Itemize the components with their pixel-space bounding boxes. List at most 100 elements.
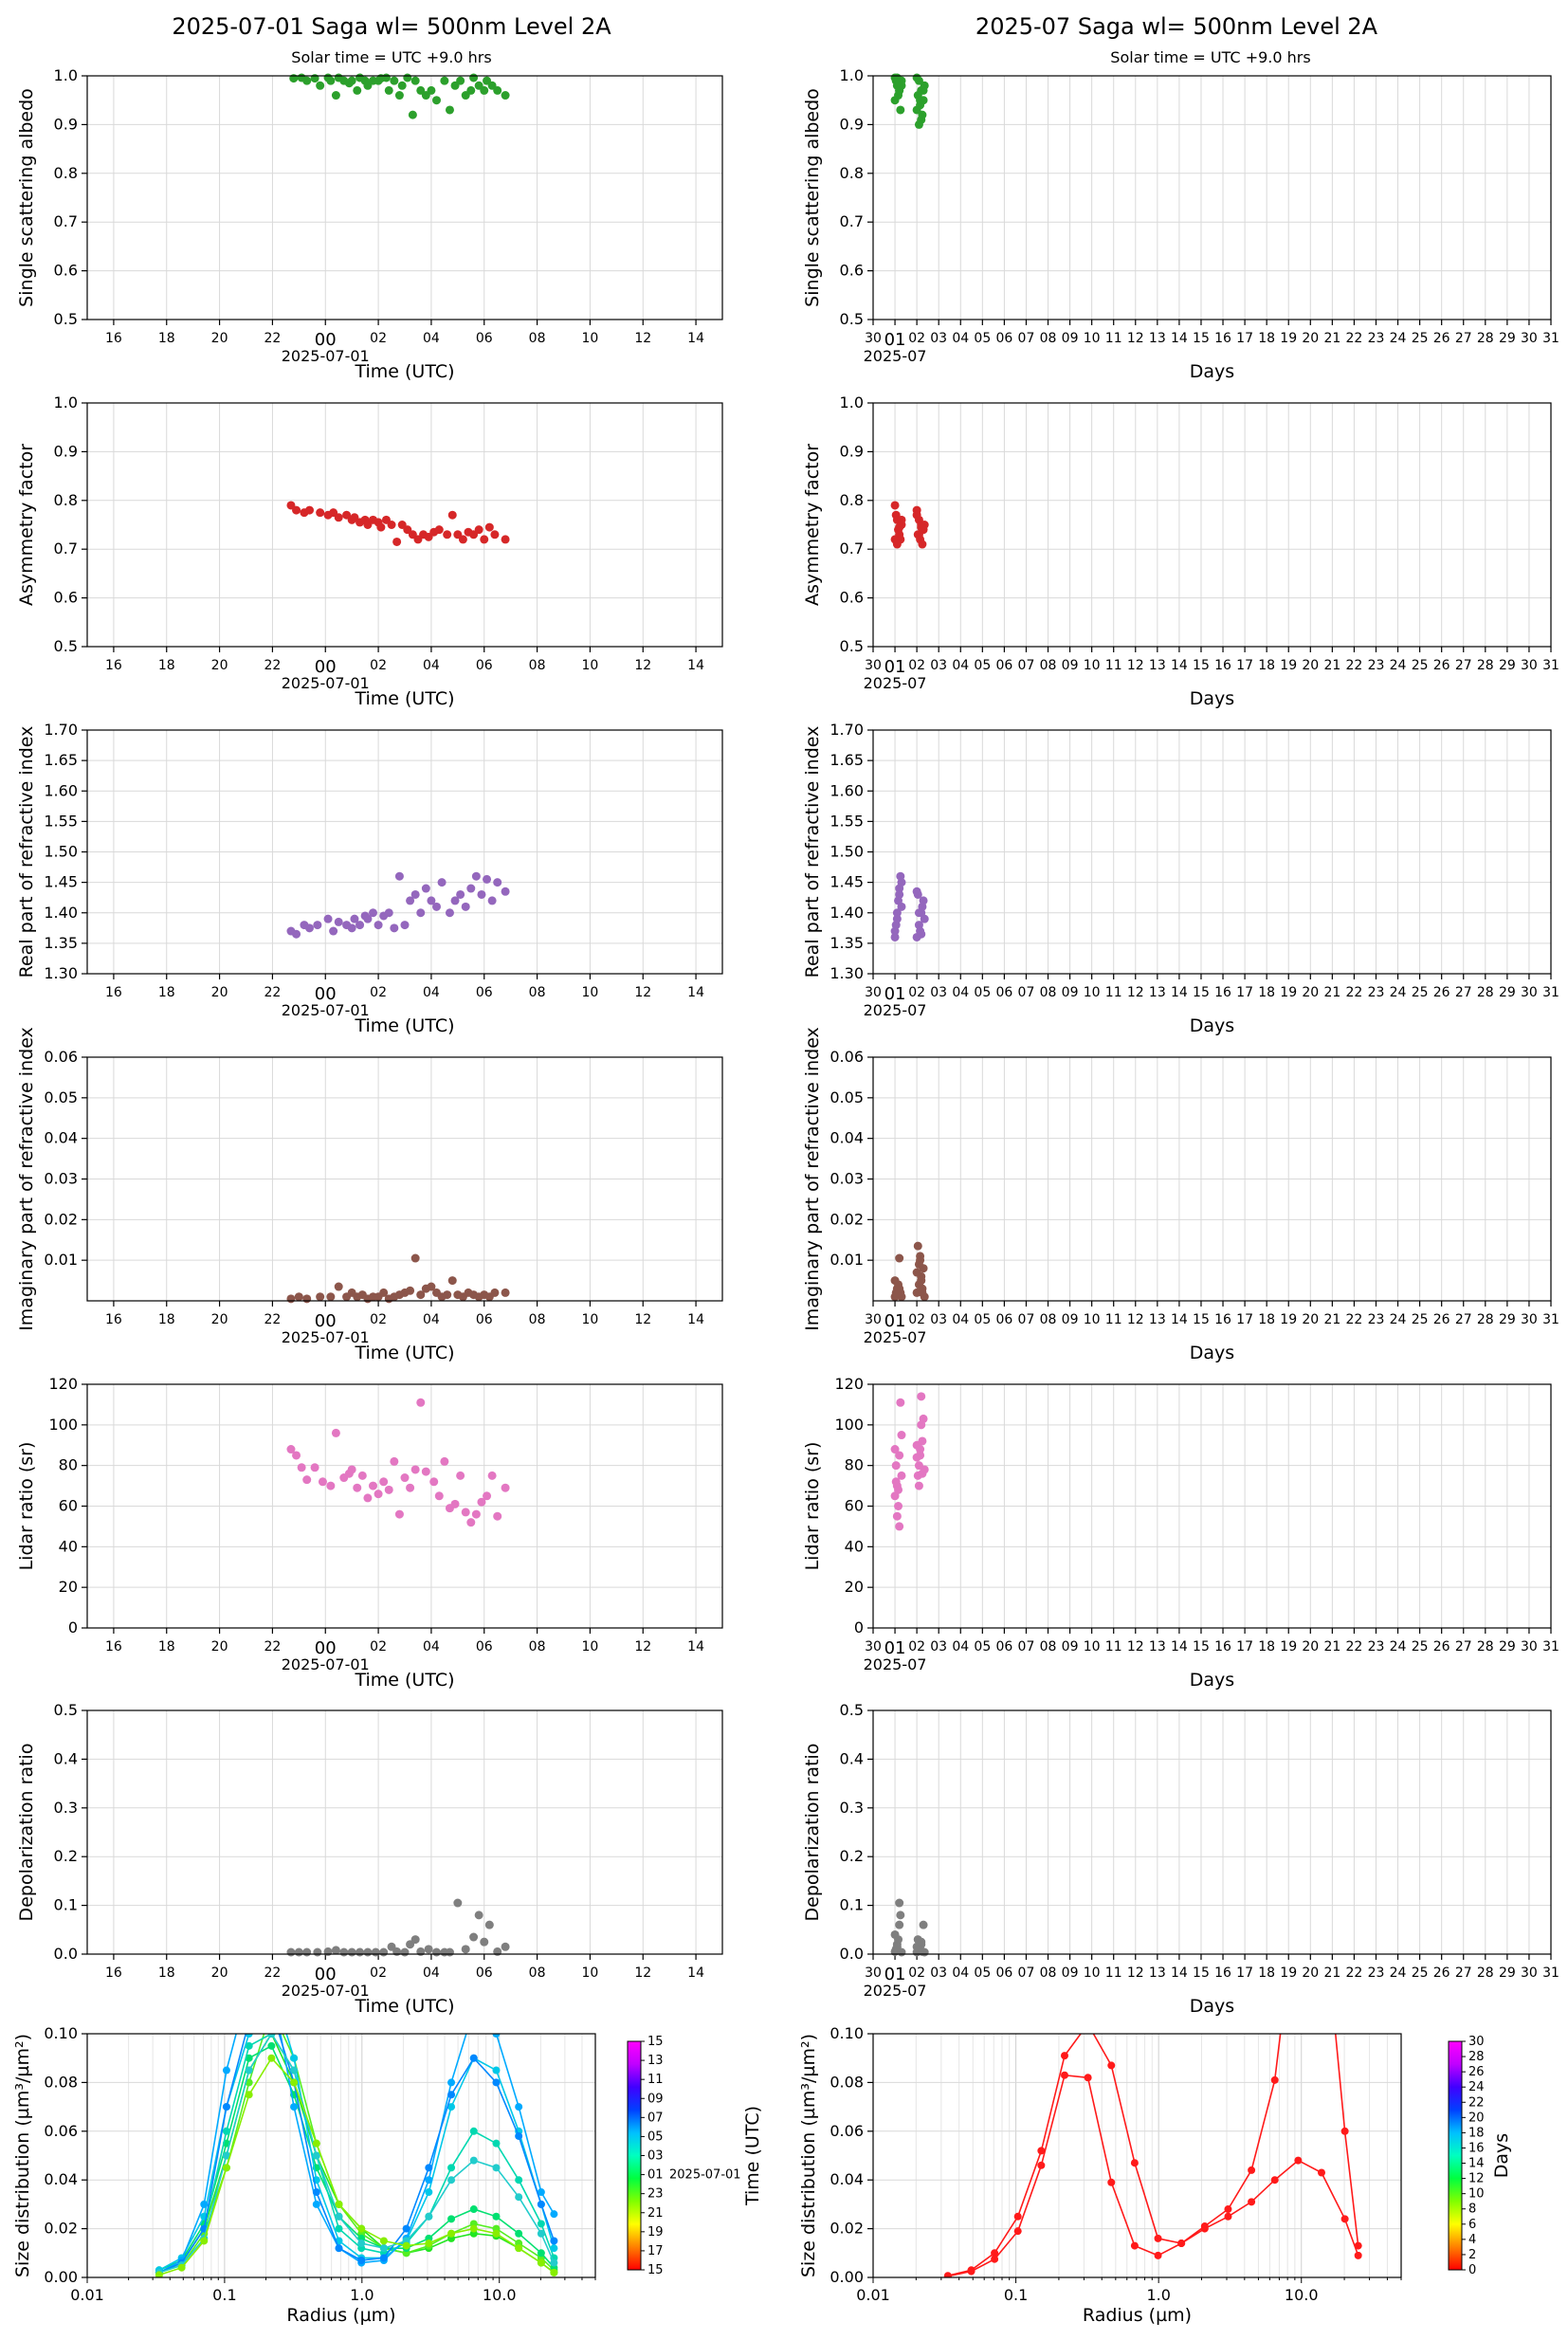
ssa-daily-point	[427, 85, 436, 95]
real-daily-point	[427, 896, 436, 905]
lidar-monthly-xtick-label: 18	[1258, 1639, 1275, 1654]
imag-monthly-xtick-label: 11	[1105, 1312, 1122, 1327]
size-daily-series-point	[550, 2237, 558, 2245]
size-daily-colorbar-tick-label: 01	[647, 2168, 664, 2183]
asym-daily-ytick-label: 1.0	[54, 393, 78, 411]
depol-daily-panel: 0.0 0.1 0.2 0.3 0.4 0.5 Depolarization ratio 16…	[16, 1701, 723, 2017]
size-monthly-colorbar-label: Days	[1491, 2133, 1512, 2178]
ssa-monthly-point	[919, 85, 928, 95]
size-monthly-series-point	[1037, 2147, 1046, 2155]
lidar-daily-ytick-label: 60	[59, 1497, 78, 1515]
size-daily-series-point	[357, 2239, 366, 2248]
lidar-monthly-xtick-label: 23	[1368, 1639, 1385, 1654]
ssa-daily-point	[326, 76, 336, 85]
asym-monthly-xtick-label: 30	[865, 658, 882, 673]
real-daily-xlabel: Time (UTC)	[354, 1015, 454, 1036]
lidar-monthly-month-label: 2025-07	[864, 1655, 927, 1673]
size-daily-ytick-label: 0.04	[44, 2170, 78, 2188]
size-monthly-ytick-label: 0.02	[830, 2220, 864, 2238]
ssa-daily-xtick-label: 22	[264, 331, 282, 346]
depol-monthly-xtick-label: 02	[908, 1965, 925, 1981]
depol-monthly-xtick-label: 04	[952, 1965, 969, 1981]
real-daily-point	[456, 889, 465, 899]
size-daily-series-point	[222, 2164, 230, 2172]
lidar-daily-ytick-label: 80	[59, 1456, 78, 1474]
depol-monthly-xtick-label: 23	[1368, 1965, 1385, 1981]
depol-daily-point	[400, 1947, 410, 1957]
lidar-daily-xtick-label: 20	[211, 1639, 228, 1654]
size-daily-series-point	[379, 2254, 388, 2262]
size-daily-series-point	[425, 2239, 433, 2248]
asym-monthly-point	[892, 539, 902, 549]
lidar-monthly-ytick-label: 100	[834, 1416, 864, 1434]
asym-daily-point	[392, 537, 402, 546]
size-daily-series-point	[447, 2176, 456, 2185]
imag-monthly-ytick-label: 0.04	[830, 1129, 864, 1147]
lidar-monthly-xtick-label: 17	[1236, 1639, 1253, 1654]
real-daily-ytick-label: 1.40	[44, 904, 78, 922]
real-daily-point	[406, 896, 415, 905]
depol-monthly-xtick-label: 01	[884, 1965, 906, 1984]
asym-daily-xtick-label: 00	[315, 657, 337, 677]
size-monthly-colorbar-tick-label: 26	[1468, 2065, 1485, 2079]
size-monthly-series-point	[967, 2266, 975, 2275]
lidar-monthly-ytick-label: 80	[845, 1456, 864, 1474]
size-monthly-colorbar-tick-label: 28	[1468, 2050, 1485, 2064]
size-daily-series-point	[267, 2041, 276, 2050]
real-daily-point	[292, 929, 301, 939]
lidar-daily-ylabel: Lidar ratio (sr)	[16, 1442, 37, 1571]
size-daily-series-point	[200, 2237, 209, 2245]
ssa-monthly-xtick-label: 09	[1062, 331, 1079, 346]
size-daily-series-point	[246, 1982, 253, 1989]
size-daily-series-point	[469, 2224, 478, 2233]
depol-monthly-xtick-label: 25	[1412, 1965, 1429, 1981]
real-monthly-xtick-label: 12	[1127, 985, 1144, 1000]
lidar-daily-point	[416, 1398, 426, 1407]
depol-monthly-xtick-label: 06	[995, 1965, 1012, 1981]
size-daily-colorbar-tick-label: 19	[647, 2225, 664, 2239]
lidar-monthly-xtick-label: 25	[1412, 1639, 1429, 1654]
imag-monthly-point	[918, 1288, 927, 1297]
asym-monthly-xtick-label: 13	[1149, 658, 1166, 673]
size-daily-series-point	[515, 2176, 523, 2185]
size-monthly-colorbar	[1448, 2040, 1463, 2271]
imag-monthly-point	[914, 1259, 923, 1269]
asym-daily-xtick-label: 14	[687, 658, 704, 673]
depol-monthly-xtick-label: 28	[1477, 1965, 1494, 1981]
lidar-monthly-point	[914, 1481, 923, 1490]
size-daily-series-point	[447, 2164, 456, 2172]
ssa-daily-ytick-label: 0.6	[54, 262, 78, 280]
imag-monthly-xtick-label: 03	[930, 1312, 947, 1327]
lidar-monthly-xtick-label: 19	[1280, 1639, 1297, 1654]
ssa-monthly-month-label: 2025-07	[864, 347, 927, 365]
ssa-daily-point	[410, 76, 420, 85]
imag-monthly-point	[913, 1241, 922, 1251]
imag-monthly-ytick-label: 0.01	[830, 1251, 864, 1269]
size-monthly-frame	[872, 2033, 1402, 2278]
asym-monthly-xtick-label: 02	[908, 658, 925, 673]
asym-monthly-xtick-label: 17	[1236, 658, 1253, 673]
depol-monthly-ytick-label: 0.4	[840, 1749, 864, 1767]
imag-monthly-xtick-label: 21	[1323, 1312, 1340, 1327]
real-monthly-xtick-label: 14	[1171, 985, 1188, 1000]
real-daily-xtick-label: 04	[423, 985, 440, 1000]
depol-daily-point	[379, 1947, 389, 1957]
size-daily-series-point	[537, 2258, 545, 2267]
lidar-daily-point	[374, 1490, 383, 1499]
ssa-daily-ytick-label: 1.0	[54, 66, 78, 84]
lidar-daily-point	[297, 1463, 306, 1472]
lidar-daily-xtick-label: 02	[370, 1639, 387, 1654]
lidar-monthly-xtick-label: 30	[1521, 1639, 1538, 1654]
size-daily-series-point	[447, 2078, 456, 2087]
size-monthly-series-point	[1037, 2161, 1046, 2169]
imag-daily-xtick-label: 04	[423, 1312, 440, 1327]
size-monthly-colorbar-tick-label: 4	[1468, 2233, 1476, 2247]
lidar-monthly-xtick-label: 27	[1455, 1639, 1472, 1654]
size-monthly-series-point	[1130, 2159, 1139, 2167]
depol-monthly-xtick-label: 20	[1302, 1965, 1319, 1981]
depol-monthly-ytick-label: 0.5	[840, 1701, 864, 1719]
size-daily-colorbar-tick-label: 03	[647, 2149, 664, 2164]
size-monthly-colorbar-tick-label: 12	[1468, 2172, 1485, 2186]
depol-daily-xtick-label: 20	[211, 1965, 228, 1981]
